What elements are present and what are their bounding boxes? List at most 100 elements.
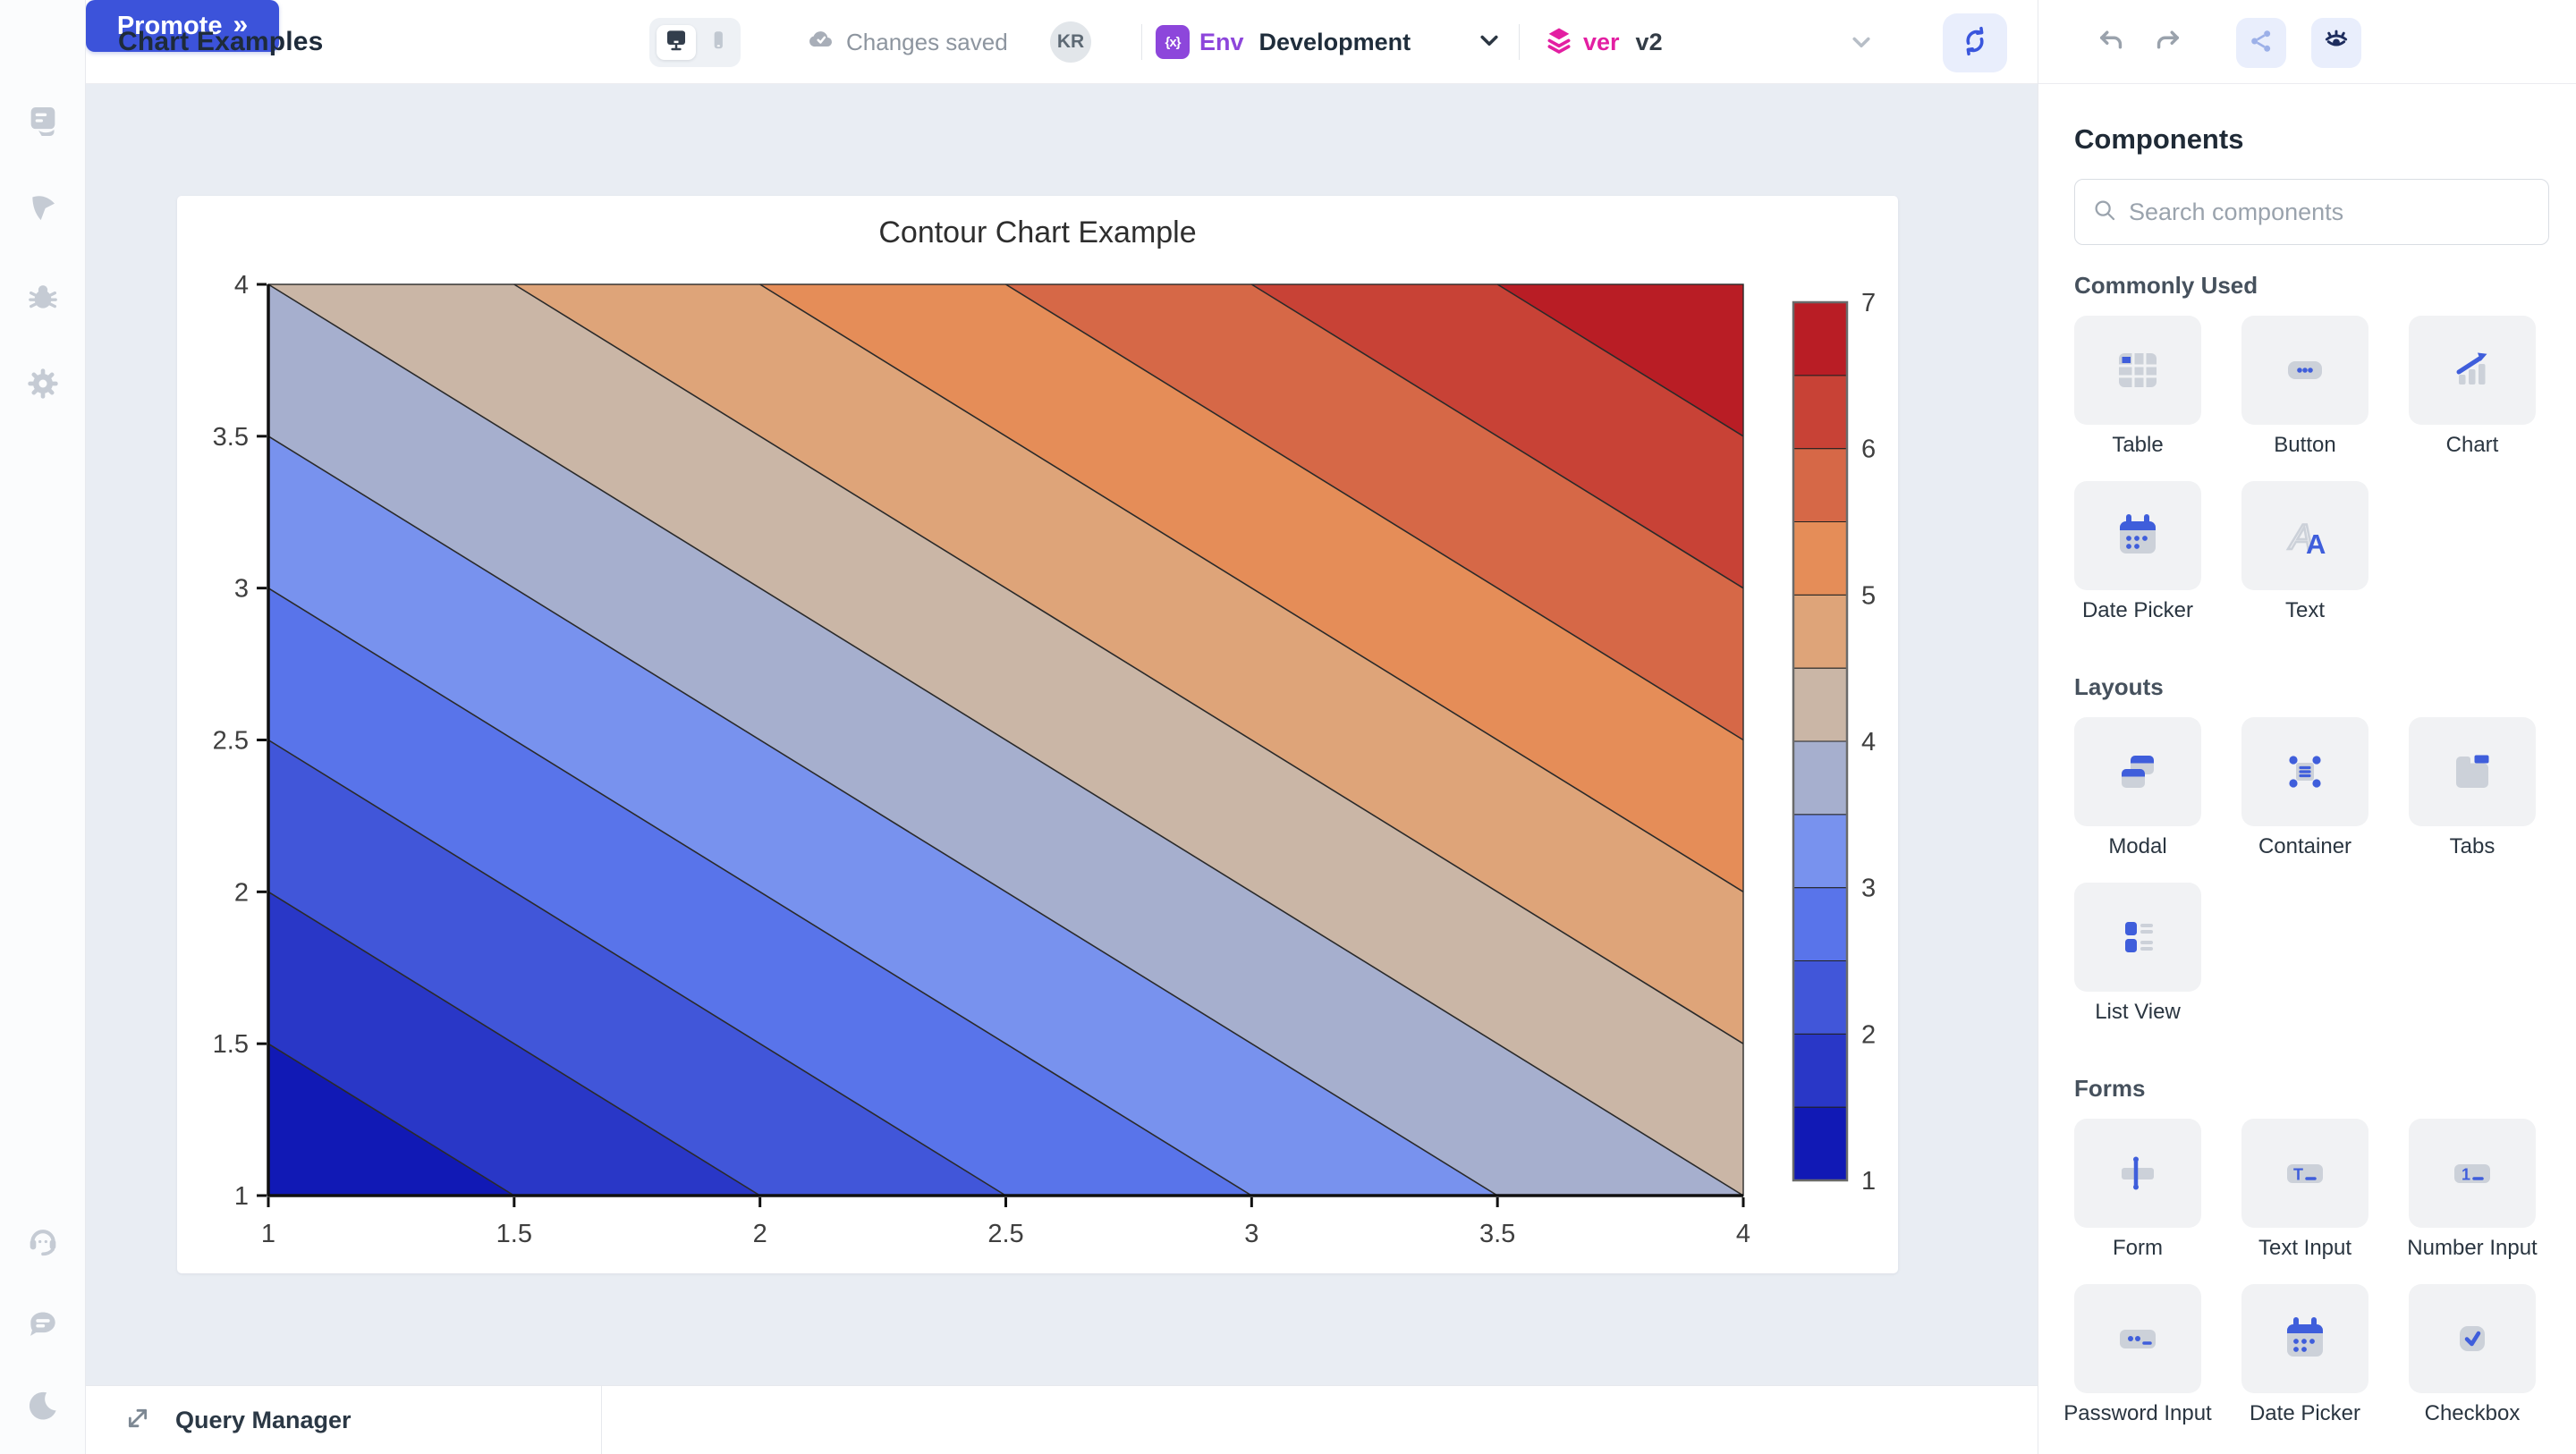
share-icon — [2247, 27, 2275, 60]
component-item-button[interactable]: Button — [2241, 316, 2368, 458]
form-icon — [2074, 1119, 2201, 1228]
refresh-icon — [1960, 26, 1990, 61]
mobile-toggle-button[interactable] — [703, 25, 733, 60]
chat-icon — [25, 1306, 61, 1346]
device-toggle[interactable] — [649, 17, 741, 67]
component-item-table[interactable]: Table — [2074, 316, 2201, 458]
rail-button-support[interactable] — [21, 1223, 64, 1263]
double-chevron-icon: » — [233, 9, 249, 39]
component-item-chart[interactable]: Chart — [2409, 316, 2536, 458]
version-label: ver — [1583, 28, 1620, 55]
component-item-number-input[interactable]: 1 Number Input — [2407, 1119, 2538, 1261]
rail-button-debug[interactable] — [21, 278, 64, 317]
version-selector[interactable]: ver v2 — [1544, 0, 1663, 84]
avatar[interactable]: KR — [1050, 21, 1091, 63]
component-sections: Commonly Used Table Button Chart Date Picker… — [2063, 272, 2549, 1426]
header-toolbar: Chart Examples Changes saved KR {x} — [86, 0, 2576, 84]
desktop-toggle-button[interactable] — [657, 24, 696, 60]
svg-text:2: 2 — [1861, 1020, 1876, 1049]
promote-label: Promote — [116, 11, 223, 40]
component-label: Checkbox — [2424, 1401, 2521, 1425]
script-icon — [25, 103, 61, 143]
version-chevron-icon[interactable] — [1846, 0, 1877, 84]
section-heading: Layouts — [2074, 673, 2164, 700]
component-grid: Table Button Chart Date Picker A A Text — [2074, 316, 2549, 623]
password-input-icon — [2074, 1284, 2201, 1393]
date-picker-icon — [2074, 481, 2201, 590]
svg-text:2: 2 — [753, 1220, 767, 1248]
editor-canvas[interactable]: Contour Chart Example 1 1.5 2 2.5 3 3.5 4 1 1.5 2… — [86, 84, 2038, 1385]
dark-mode-icon — [25, 1388, 61, 1428]
page-title: Chart Examples — [118, 27, 324, 56]
component-label: Date Picker — [2081, 598, 2194, 622]
bottom-bar-divider — [601, 1386, 602, 1454]
svg-text:1: 1 — [261, 1220, 275, 1248]
date-picker-icon — [2241, 1284, 2368, 1393]
contour-plot: 1 1.5 2 2.5 3 3.5 4 1 1.5 2 2.5 3 3.5 4 1 2 3 4 5 6 7 — [213, 271, 1876, 1248]
component-item-tabs[interactable]: Tabs — [2409, 717, 2536, 859]
component-item-password-input[interactable]: Password Input — [2063, 1284, 2212, 1426]
component-search[interactable] — [2074, 179, 2549, 245]
chart-title: Contour Chart Example — [878, 216, 1197, 249]
tabs-icon — [2409, 717, 2536, 826]
share-button[interactable] — [2236, 18, 2286, 68]
svg-text:A: A — [2306, 528, 2326, 560]
rail-button-script[interactable] — [21, 103, 64, 142]
svg-text:1.5: 1.5 — [213, 1030, 249, 1059]
rail-button-navigate[interactable] — [21, 190, 64, 230]
component-item-form[interactable]: Form — [2074, 1119, 2201, 1261]
component-label: Text Input — [2258, 1236, 2352, 1260]
component-grid: Modal Container Tabs List View — [2074, 717, 2549, 1025]
component-label: Date Picker — [2249, 1401, 2361, 1425]
svg-text:7: 7 — [1861, 289, 1876, 317]
header-divider — [1519, 24, 1520, 60]
rail-button-dark-mode[interactable] — [21, 1388, 64, 1427]
search-input[interactable] — [2129, 198, 2532, 226]
component-item-container[interactable]: Container — [2241, 717, 2368, 859]
rail-top-group — [0, 0, 85, 405]
component-item-date-picker[interactable]: Date Picker — [2241, 1284, 2368, 1426]
list-view-icon — [2074, 883, 2201, 992]
component-label: List View — [2095, 1000, 2181, 1024]
svg-text:4: 4 — [1861, 728, 1876, 757]
component-label: Table — [2112, 433, 2164, 457]
preview-button[interactable] — [2311, 18, 2361, 68]
component-label: Text — [2284, 598, 2325, 622]
section-heading: Forms — [2074, 1075, 2146, 1102]
component-item-modal[interactable]: Modal — [2074, 717, 2201, 859]
chart-component[interactable]: Contour Chart Example 1 1.5 2 2.5 3 3.5 4 1 1.5 2… — [177, 196, 1898, 1273]
svg-text:4: 4 — [234, 271, 249, 300]
svg-text:3: 3 — [1861, 875, 1876, 903]
desktop-icon — [663, 27, 690, 58]
component-label: Tabs — [2449, 834, 2496, 858]
promote-button[interactable]: Promote » — [86, 0, 279, 52]
settings-icon — [25, 366, 61, 406]
environment-value: Development — [1258, 28, 1411, 55]
navigate-icon — [25, 190, 61, 231]
environment-selector[interactable]: {x} Env Development — [1156, 0, 1504, 84]
redo-button[interactable] — [2143, 19, 2191, 67]
query-manager-toggle[interactable]: Query Manager — [86, 1386, 601, 1454]
component-item-text-input[interactable]: T Text Input — [2241, 1119, 2368, 1261]
component-item-list-view[interactable]: List View — [2074, 883, 2201, 1025]
section-heading: Commonly Used — [2074, 272, 2258, 299]
table-icon — [2074, 316, 2201, 425]
component-grid: Form T Text Input 1 Number Input Password Inp… — [2063, 1119, 2549, 1426]
left-rail — [0, 0, 86, 1454]
component-item-checkbox[interactable]: Checkbox — [2409, 1284, 2536, 1426]
text-input-icon: T — [2241, 1119, 2368, 1228]
refresh-button[interactable] — [1943, 13, 2007, 72]
environment-label: Env — [1199, 28, 1244, 55]
component-item-date-picker[interactable]: Date Picker — [2074, 481, 2201, 623]
save-status-text: Changes saved — [846, 28, 1008, 55]
rail-button-settings[interactable] — [21, 366, 64, 405]
component-label: Modal — [2108, 834, 2167, 858]
components-panel: Components Commonly Used Table Button Chart… — [2038, 84, 2576, 1454]
undo-button[interactable] — [2088, 19, 2136, 67]
svg-text:6: 6 — [1861, 435, 1876, 464]
query-manager-label: Query Manager — [175, 1406, 352, 1433]
rail-button-chat[interactable] — [21, 1306, 64, 1345]
svg-text:T: T — [2293, 1166, 2303, 1184]
component-item-text[interactable]: A A Text — [2241, 481, 2368, 623]
